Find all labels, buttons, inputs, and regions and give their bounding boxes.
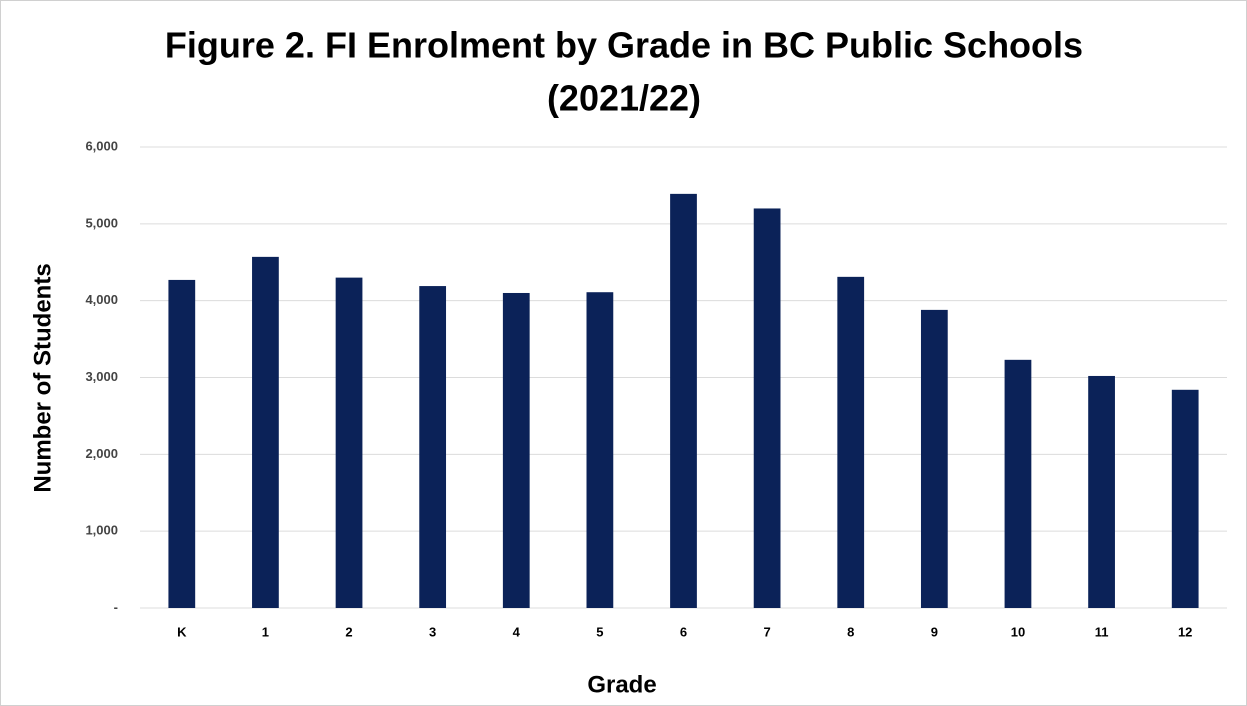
- x-axis-label: Grade: [587, 671, 656, 698]
- bar: [335, 277, 363, 608]
- bar: [502, 292, 530, 608]
- x-tick-label: 12: [1178, 624, 1192, 639]
- y-tick-label: -: [114, 599, 118, 614]
- bar: [753, 208, 781, 608]
- x-tick-label: 4: [513, 624, 521, 639]
- bar: [670, 193, 697, 608]
- bar: [252, 256, 279, 608]
- bar: [1004, 359, 1032, 608]
- x-tick-label: 1: [262, 624, 269, 639]
- bar: [586, 292, 614, 608]
- chart-title: (2021/22): [547, 78, 701, 119]
- x-tick-label: 8: [847, 624, 854, 639]
- x-tick-label: 2: [345, 624, 352, 639]
- y-tick-label: 3,000: [85, 369, 118, 384]
- x-tick-label: 6: [680, 624, 687, 639]
- x-tick-label: 7: [763, 624, 770, 639]
- x-tick-label: 11: [1095, 624, 1109, 639]
- x-tick-label: 10: [1011, 624, 1025, 639]
- x-tick-label: 3: [429, 624, 436, 639]
- bar: [1171, 389, 1199, 608]
- x-tick-label: K: [177, 624, 187, 639]
- y-tick-label: 2,000: [85, 446, 118, 461]
- y-axis-label: Number of Students: [29, 263, 56, 492]
- bar: [837, 276, 865, 608]
- bar: [168, 279, 196, 608]
- bar: [419, 286, 447, 608]
- x-tick-label: 5: [596, 624, 603, 639]
- bar: [920, 309, 948, 608]
- y-tick-label: 1,000: [85, 523, 118, 538]
- chart-title: Figure 2. FI Enrolment by Grade in BC Pu…: [165, 25, 1083, 66]
- y-tick-label: 5,000: [85, 215, 118, 230]
- bar: [1088, 375, 1115, 608]
- y-tick-label: 6,000: [85, 138, 118, 153]
- y-tick-label: 4,000: [85, 292, 118, 307]
- x-tick-label: 9: [931, 624, 938, 639]
